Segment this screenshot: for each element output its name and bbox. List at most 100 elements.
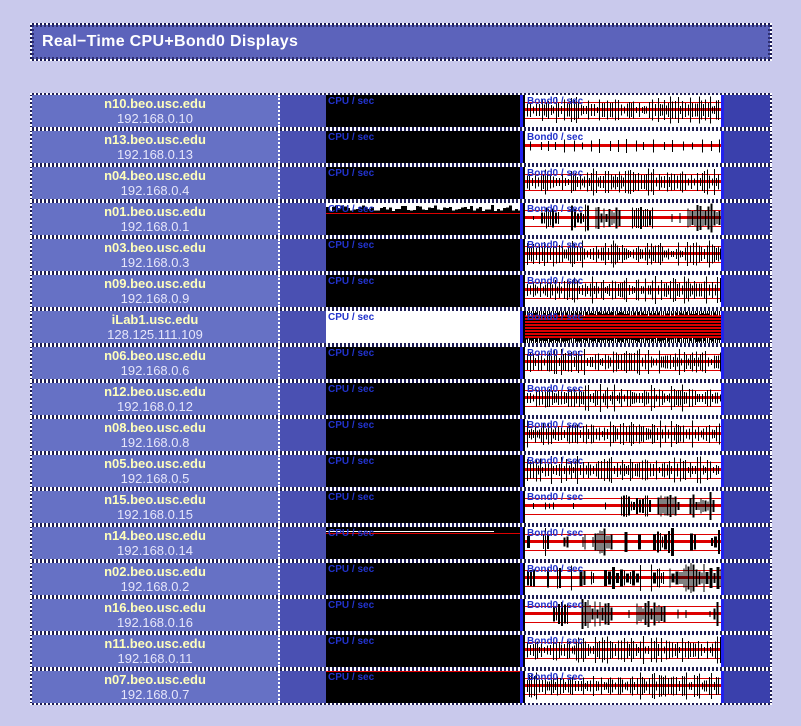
bond0-chart-panel[interactable]: Bond0 / sec (523, 383, 724, 415)
cpu-edge-marker (520, 635, 523, 667)
bond0-edge-marker (721, 527, 724, 559)
host-cell[interactable]: n16.beo.usc.edu 192.168.0.16 (32, 599, 280, 631)
host-cell[interactable]: n11.beo.usc.edu 192.168.0.11 (32, 635, 280, 667)
host-cell[interactable]: n08.beo.usc.edu 192.168.0.8 (32, 419, 280, 451)
cpu-chart-panel[interactable]: CPU / sec (326, 311, 523, 343)
hostname: n15.beo.usc.edu (104, 492, 206, 507)
bond0-chart-canvas (525, 599, 721, 629)
host-row: n15.beo.usc.edu 192.168.0.15 CPU / sec Bond… (30, 489, 772, 525)
cpu-edge-marker (520, 203, 523, 235)
cpu-chart-panel[interactable]: CPU / sec (326, 599, 523, 631)
cpu-chart-label: CPU / sec (328, 384, 375, 395)
bond0-chart-canvas (525, 672, 721, 700)
bond0-chart-panel[interactable]: Bond0 / sec (523, 527, 724, 559)
bond0-chart-label: Bond0 / sec (527, 672, 584, 683)
cpu-chart-panel[interactable]: CPU / sec (326, 563, 523, 595)
host-row: n07.beo.usc.edu 192.168.0.7 CPU / sec Bond0… (30, 669, 772, 705)
host-cell[interactable]: n04.beo.usc.edu 192.168.0.4 (32, 167, 280, 199)
bond0-edge-marker (721, 347, 724, 379)
host-ip: 192.168.0.13 (117, 147, 193, 162)
bond0-chart-canvas (525, 96, 721, 124)
host-cell[interactable]: n07.beo.usc.edu 192.168.0.7 (32, 671, 280, 703)
bond0-edge-marker (721, 275, 724, 307)
host-row: n01.beo.usc.edu 192.168.0.1 CPU / sec Bond0… (30, 201, 772, 237)
bond0-chart-panel[interactable]: Bond0 / sec (523, 563, 724, 595)
bond0-chart-panel[interactable]: Bond0 / sec (523, 203, 724, 235)
bond0-chart-panel[interactable]: Bond0 / sec (523, 95, 724, 127)
host-cell[interactable]: n03.beo.usc.edu 192.168.0.3 (32, 239, 280, 271)
bond0-chart-label: Bond0 / sec (527, 132, 584, 143)
cpu-edge-marker (520, 419, 523, 451)
host-cell[interactable]: n01.beo.usc.edu 192.168.0.1 (32, 203, 280, 235)
bond0-chart-panel[interactable]: Bond0 / sec (523, 311, 724, 343)
bond0-chart-panel[interactable]: Bond0 / sec (523, 635, 724, 667)
host-cell[interactable]: n12.beo.usc.edu 192.168.0.12 (32, 383, 280, 415)
bond0-chart-panel[interactable]: Bond0 / sec (523, 419, 724, 451)
bond0-edge-marker (721, 419, 724, 451)
row-spacer-right (724, 95, 770, 127)
row-spacer-left (280, 131, 326, 163)
cpu-chart-panel[interactable]: CPU / sec (326, 527, 523, 559)
cpu-chart-panel[interactable]: CPU / sec (326, 671, 523, 703)
host-cell[interactable]: n09.beo.usc.edu 192.168.0.9 (32, 275, 280, 307)
host-ip: 192.168.0.6 (120, 363, 190, 378)
bond0-chart-canvas (525, 384, 721, 412)
bond0-edge-marker (721, 95, 724, 127)
cpu-chart-label: CPU / sec (328, 564, 375, 575)
bond0-chart-panel[interactable]: Bond0 / sec (523, 275, 724, 307)
cpu-chart-canvas (326, 671, 520, 672)
cpu-chart-panel[interactable]: CPU / sec (326, 635, 523, 667)
cpu-edge-marker (520, 95, 523, 127)
bond0-chart-panel[interactable]: Bond0 / sec (523, 167, 724, 199)
host-ip: 192.168.0.7 (120, 687, 190, 702)
hostname: n09.beo.usc.edu (104, 276, 206, 291)
host-cell[interactable]: n13.beo.usc.edu 192.168.0.13 (32, 131, 280, 163)
hostname: n05.beo.usc.edu (104, 456, 206, 471)
row-spacer-left (280, 275, 326, 307)
cpu-chart-panel[interactable]: CPU / sec (326, 131, 523, 163)
row-spacer-left (280, 635, 326, 667)
hostname: n10.beo.usc.edu (104, 96, 206, 111)
bond0-chart-label: Bond0 / sec (527, 564, 584, 575)
bond0-chart-panel[interactable]: Bond0 / sec (523, 671, 724, 703)
host-cell[interactable]: n06.beo.usc.edu 192.168.0.6 (32, 347, 280, 379)
host-cell[interactable]: iLab1.usc.edu 128.125.111.109 (32, 311, 280, 343)
cpu-chart-panel[interactable]: CPU / sec (326, 95, 523, 127)
host-row: n06.beo.usc.edu 192.168.0.6 CPU / sec Bond0… (30, 345, 772, 381)
bond0-chart-panel[interactable]: Bond0 / sec (523, 455, 724, 487)
host-cell[interactable]: n05.beo.usc.edu 192.168.0.5 (32, 455, 280, 487)
cpu-chart-panel[interactable]: CPU / sec (326, 491, 523, 523)
row-spacer-right (724, 167, 770, 199)
host-row: n16.beo.usc.edu 192.168.0.16 CPU / sec Bond… (30, 597, 772, 633)
hostname: n13.beo.usc.edu (104, 132, 206, 147)
cpu-edge-marker (520, 239, 523, 271)
bond0-chart-panel[interactable]: Bond0 / sec (523, 239, 724, 271)
cpu-chart-panel[interactable]: CPU / sec (326, 239, 523, 271)
row-spacer-left (280, 167, 326, 199)
cpu-chart-panel[interactable]: CPU / sec (326, 167, 523, 199)
cpu-chart-panel[interactable]: CPU / sec (326, 347, 523, 379)
host-cell[interactable]: n14.beo.usc.edu 192.168.0.14 (32, 527, 280, 559)
host-cell[interactable]: n02.beo.usc.edu 192.168.0.2 (32, 563, 280, 595)
cpu-chart-panel[interactable]: CPU / sec (326, 203, 523, 235)
cpu-chart-panel[interactable]: CPU / sec (326, 455, 523, 487)
row-spacer-right (724, 419, 770, 451)
cpu-chart-panel[interactable]: CPU / sec (326, 419, 523, 451)
bond0-chart-canvas (525, 636, 721, 664)
bond0-chart-panel[interactable]: Bond0 / sec (523, 599, 724, 631)
host-row: n05.beo.usc.edu 192.168.0.5 CPU / sec Bond0… (30, 453, 772, 489)
cpu-chart-panel[interactable]: CPU / sec (326, 383, 523, 415)
host-cell[interactable]: n10.beo.usc.edu 192.168.0.10 (32, 95, 280, 127)
cpu-chart-panel[interactable]: CPU / sec (326, 275, 523, 307)
title-banner-inner: Real−Time CPU+Bond0 Displays (32, 25, 770, 59)
host-cell[interactable]: n15.beo.usc.edu 192.168.0.15 (32, 491, 280, 523)
bond0-chart-panel[interactable]: Bond0 / sec (523, 131, 724, 163)
bond0-edge-marker (721, 563, 724, 595)
bond0-chart-panel[interactable]: Bond0 / sec (523, 347, 724, 379)
bond0-chart-panel[interactable]: Bond0 / sec (523, 491, 724, 523)
host-ip: 192.168.0.5 (120, 471, 190, 486)
hostname: n08.beo.usc.edu (104, 420, 206, 435)
host-ip: 192.168.0.3 (120, 255, 190, 270)
bond0-chart-label: Bond0 / sec (527, 204, 584, 215)
